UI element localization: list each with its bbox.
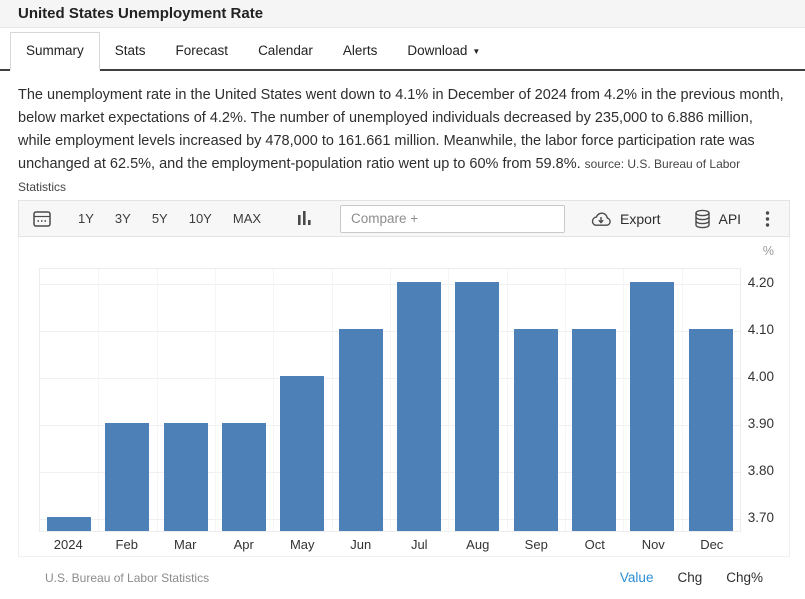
x-axis-label: Mar (174, 537, 197, 552)
x-axis-label: May (289, 537, 315, 552)
summary-paragraph: The unemployment rate in the United Stat… (18, 87, 784, 172)
chart-area: % 2024 Feb Mar Apr May Jun Jul Aug Sep Oct Nov Dec … (18, 237, 790, 557)
bar-jul[interactable] (397, 282, 442, 531)
tab-alerts[interactable]: Alerts (342, 43, 378, 58)
x-axis-label: Oct (584, 537, 605, 552)
range-button-max[interactable]: MAX (232, 211, 262, 226)
gridline (565, 269, 566, 531)
x-axis-label: Feb (115, 537, 138, 552)
x-axis-label: Sep (524, 537, 548, 552)
x-axis-label: 2024 (53, 537, 83, 552)
range-button-5y[interactable]: 5Y (151, 211, 168, 226)
tab-stats[interactable]: Stats (114, 43, 146, 58)
bar-chart-icon (298, 211, 311, 225)
mode-value[interactable]: Value (619, 570, 654, 585)
bar-slot (332, 269, 390, 531)
tab-summary[interactable]: Summary (10, 32, 100, 71)
database-icon (694, 209, 710, 228)
tab-download[interactable]: Download ▼ (407, 43, 481, 58)
range-button-3y[interactable]: 3Y (114, 211, 131, 226)
caret-down-icon: ▼ (472, 47, 481, 56)
range-button-1y[interactable]: 1Y (78, 211, 94, 226)
bar-slot (98, 269, 156, 531)
y-axis-unit: % (762, 244, 774, 258)
chart-toolbar: 1Y 3Y 5Y 10Y MAX Export API (18, 200, 790, 237)
x-axis-label: Apr (233, 537, 254, 552)
gridline (390, 269, 391, 531)
summary-text: The unemployment rate in the United Stat… (0, 71, 805, 199)
calendar-icon (33, 211, 51, 227)
bar-jun[interactable] (338, 329, 383, 531)
range-button-10y[interactable]: 10Y (188, 211, 212, 226)
bar-slot (273, 269, 331, 531)
bar-slot (390, 269, 448, 531)
y-axis-tick-label: 3.80 (747, 462, 774, 478)
gridline (623, 269, 625, 531)
gridline (448, 269, 450, 531)
chart-widget: 1Y 3Y 5Y 10Y MAX Export API (18, 200, 790, 598)
mode-switcher: Value Chg Chg% (596, 570, 763, 585)
bar-2024[interactable] (47, 516, 92, 531)
bar-mar[interactable] (163, 423, 208, 531)
bar-dec[interactable] (688, 329, 733, 531)
bar-series (40, 269, 740, 531)
gridline (215, 269, 216, 531)
y-axis-tick-label: 3.70 (747, 509, 774, 525)
y-axis-tick-label: 4.00 (747, 369, 774, 384)
bar-slot (682, 269, 740, 531)
chart-type-button[interactable] (298, 210, 312, 227)
mode-chg[interactable]: Chg (677, 570, 703, 585)
gridline (156, 269, 158, 531)
bar-sep[interactable] (513, 329, 558, 531)
bar-slot (215, 269, 273, 531)
export-label: Export (620, 210, 661, 227)
bar-apr[interactable] (222, 423, 267, 531)
tab-calendar[interactable]: Calendar (258, 43, 313, 58)
gridline (273, 269, 275, 531)
attribution-label: U.S. Bureau of Labor Statistics (45, 570, 210, 585)
bar-feb[interactable] (105, 423, 150, 531)
gridline (681, 269, 683, 531)
bar-aug[interactable] (455, 282, 500, 531)
kebab-menu-button[interactable] (765, 210, 770, 228)
compare-input[interactable] (340, 204, 566, 233)
page-header: United States Unemployment Rate (0, 0, 805, 28)
api-button[interactable]: API (693, 209, 742, 229)
bar-nov[interactable] (630, 282, 675, 531)
source-label: source: U.S. Bureau of Labor Statistics (18, 157, 741, 194)
bar-may[interactable] (280, 376, 325, 531)
page-title: United States Unemployment Rate (18, 5, 264, 22)
x-axis-label: Nov (641, 537, 665, 552)
tab-forecast[interactable]: Forecast (175, 43, 229, 58)
y-axis-tick-label: 4.10 (747, 322, 774, 337)
tab-bar: Summary Stats Forecast Calendar Alerts Downlo… (0, 28, 805, 71)
bar-slot (40, 269, 98, 531)
gridline (331, 269, 333, 531)
bar-slot (448, 269, 506, 531)
calendar-button[interactable] (32, 209, 52, 228)
y-axis-tick-label: 3.90 (747, 416, 774, 431)
range-buttons: 1Y 3Y 5Y 10Y MAX (78, 211, 282, 226)
cloud-download-icon (591, 212, 611, 226)
bar-slot (623, 269, 681, 531)
mode-chgpct[interactable]: Chg% (726, 570, 763, 585)
x-axis-label: Dec (700, 537, 724, 552)
x-axis-label: Aug (466, 537, 490, 552)
gridline (506, 269, 508, 531)
bar-slot (565, 269, 623, 531)
plot-area (39, 268, 741, 532)
bar-oct[interactable] (572, 329, 617, 531)
export-button[interactable]: Export (589, 210, 661, 228)
x-axis-label: Jul (410, 537, 428, 552)
x-axis-label: Jun (350, 537, 372, 552)
x-axis-labels: 2024 Feb Mar Apr May Jun Jul Aug Sep Oct Nov Dec (39, 537, 741, 552)
bar-slot (507, 269, 565, 531)
y-axis-tick-label: 4.20 (747, 275, 774, 290)
api-label: API (718, 210, 742, 227)
bar-slot (157, 269, 215, 531)
chart-footer: U.S. Bureau of Labor Statistics Value Chg… (18, 557, 790, 598)
kebab-menu-icon (765, 210, 770, 227)
gridline (98, 269, 100, 531)
